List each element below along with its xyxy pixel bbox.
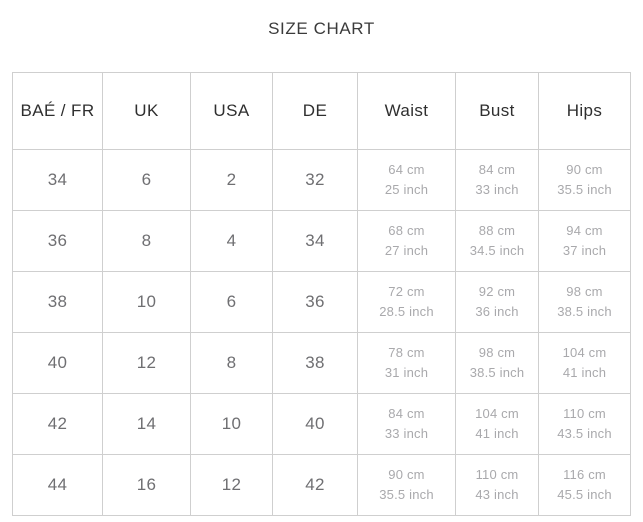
cell-hips: 90 cm 35.5 inch	[538, 149, 631, 211]
cell-de: 40	[272, 393, 358, 455]
cell-de: 42	[272, 454, 358, 516]
table-header-row: BAÉ / FR UK USA DE Waist Bust Hips	[12, 72, 631, 150]
measure-inch: 43.5 inch	[557, 426, 612, 441]
cell-uk: 16	[102, 454, 191, 516]
measure-cm: 92 cm	[478, 283, 516, 299]
column-header-usa: USA	[190, 72, 273, 150]
table-row: 42 14 10 40 84 cm 33 inch 104 cm 41 inch 110 cm 4…	[12, 393, 631, 455]
cell-uk: 8	[102, 210, 191, 272]
measure-cm: 90 cm	[566, 161, 603, 177]
measure-cm: 98 cm	[478, 344, 516, 360]
table-row: 44 16 12 42 90 cm 35.5 inch 110 cm 43 inch 116 c…	[12, 454, 631, 516]
cell-bae_fr: 42	[12, 393, 103, 455]
measure-inch: 41 inch	[475, 426, 519, 441]
measure-cm: 78 cm	[388, 344, 425, 360]
cell-de: 34	[272, 210, 358, 272]
measure-cm: 110 cm	[563, 405, 606, 421]
cell-waist: 90 cm 35.5 inch	[357, 454, 456, 516]
measure-cm: 94 cm	[566, 222, 603, 238]
cell-uk: 6	[102, 149, 191, 211]
cell-waist: 68 cm 27 inch	[357, 210, 456, 272]
measure-inch: 33 inch	[475, 182, 519, 197]
cell-waist: 78 cm 31 inch	[357, 332, 456, 394]
size-chart-table: BAÉ / FR UK USA DE Waist Bust Hips 34 6 2 32 64 cm…	[12, 72, 631, 516]
cell-bae_fr: 36	[12, 210, 103, 272]
cell-bae_fr: 40	[12, 332, 103, 394]
cell-waist: 64 cm 25 inch	[357, 149, 456, 211]
measure-cm: 98 cm	[566, 283, 603, 299]
column-header-hips: Hips	[538, 72, 631, 150]
cell-usa: 12	[190, 454, 273, 516]
measure-inch: 35.5 inch	[379, 487, 434, 502]
measure-inch: 38.5 inch	[557, 304, 612, 319]
measure-inch: 41 inch	[562, 365, 607, 380]
table-row: 36 8 4 34 68 cm 27 inch 88 cm 34.5 inch 94 cm 37 …	[12, 210, 631, 272]
measure-inch: 35.5 inch	[557, 182, 612, 197]
measure-cm: 116 cm	[563, 466, 606, 482]
cell-de: 36	[272, 271, 358, 333]
measure-cm: 72 cm	[388, 283, 425, 299]
cell-hips: 116 cm 45.5 inch	[538, 454, 631, 516]
cell-hips: 104 cm 41 inch	[538, 332, 631, 394]
cell-usa: 10	[190, 393, 273, 455]
measure-cm: 110 cm	[475, 466, 519, 482]
cell-waist: 84 cm 33 inch	[357, 393, 456, 455]
cell-de: 32	[272, 149, 358, 211]
measure-inch: 45.5 inch	[557, 487, 612, 502]
page-title: SIZE CHART	[268, 19, 375, 38]
measure-inch: 43 inch	[475, 487, 519, 502]
cell-bust: 98 cm 38.5 inch	[455, 332, 539, 394]
measure-cm: 84 cm	[388, 405, 425, 421]
table-row: 38 10 6 36 72 cm 28.5 inch 92 cm 36 inch 98 cm 38…	[12, 271, 631, 333]
table-header: BAÉ / FR UK USA DE Waist Bust Hips	[12, 72, 631, 150]
measure-inch: 28.5 inch	[379, 304, 434, 319]
measure-inch: 37 inch	[562, 243, 607, 258]
measure-cm: 104 cm	[562, 344, 607, 360]
cell-de: 38	[272, 332, 358, 394]
measure-cm: 90 cm	[388, 466, 425, 482]
measure-inch: 33 inch	[384, 426, 429, 441]
column-header-waist: Waist	[357, 72, 456, 150]
table-body: 34 6 2 32 64 cm 25 inch 84 cm 33 inch 90 cm 35.5 …	[12, 149, 631, 516]
cell-hips: 94 cm 37 inch	[538, 210, 631, 272]
size-chart-table-container: BAÉ / FR UK USA DE Waist Bust Hips 34 6 2 32 64 cm…	[12, 72, 631, 516]
column-header-de: DE	[272, 72, 358, 150]
cell-usa: 2	[190, 149, 273, 211]
cell-hips: 110 cm 43.5 inch	[538, 393, 631, 455]
cell-usa: 6	[190, 271, 273, 333]
cell-bae_fr: 34	[12, 149, 103, 211]
cell-uk: 10	[102, 271, 191, 333]
measure-inch: 27 inch	[384, 243, 429, 258]
cell-waist: 72 cm 28.5 inch	[357, 271, 456, 333]
table-row: 34 6 2 32 64 cm 25 inch 84 cm 33 inch 90 cm 35.5 …	[12, 149, 631, 211]
measure-inch: 31 inch	[384, 365, 429, 380]
cell-bae_fr: 38	[12, 271, 103, 333]
cell-usa: 8	[190, 332, 273, 394]
measure-cm: 68 cm	[388, 222, 425, 238]
measure-cm: 64 cm	[388, 161, 425, 177]
cell-bust: 92 cm 36 inch	[455, 271, 539, 333]
measure-inch: 34.5 inch	[469, 243, 525, 258]
column-header-uk: UK	[102, 72, 191, 150]
measure-cm: 88 cm	[478, 222, 516, 238]
measure-inch: 38.5 inch	[469, 365, 525, 380]
measure-inch: 36 inch	[475, 304, 519, 319]
measure-inch: 25 inch	[384, 182, 429, 197]
cell-bae_fr: 44	[12, 454, 103, 516]
cell-usa: 4	[190, 210, 273, 272]
cell-bust: 84 cm 33 inch	[455, 149, 539, 211]
cell-uk: 14	[102, 393, 191, 455]
column-header-bae_fr: BAÉ / FR	[12, 72, 103, 150]
cell-bust: 104 cm 41 inch	[455, 393, 539, 455]
table-row: 40 12 8 38 78 cm 31 inch 98 cm 38.5 inch 104 cm 4…	[12, 332, 631, 394]
cell-hips: 98 cm 38.5 inch	[538, 271, 631, 333]
measure-cm: 84 cm	[478, 161, 516, 177]
cell-bust: 110 cm 43 inch	[455, 454, 539, 516]
column-header-bust: Bust	[455, 72, 539, 150]
cell-uk: 12	[102, 332, 191, 394]
cell-bust: 88 cm 34.5 inch	[455, 210, 539, 272]
measure-cm: 104 cm	[475, 405, 519, 421]
